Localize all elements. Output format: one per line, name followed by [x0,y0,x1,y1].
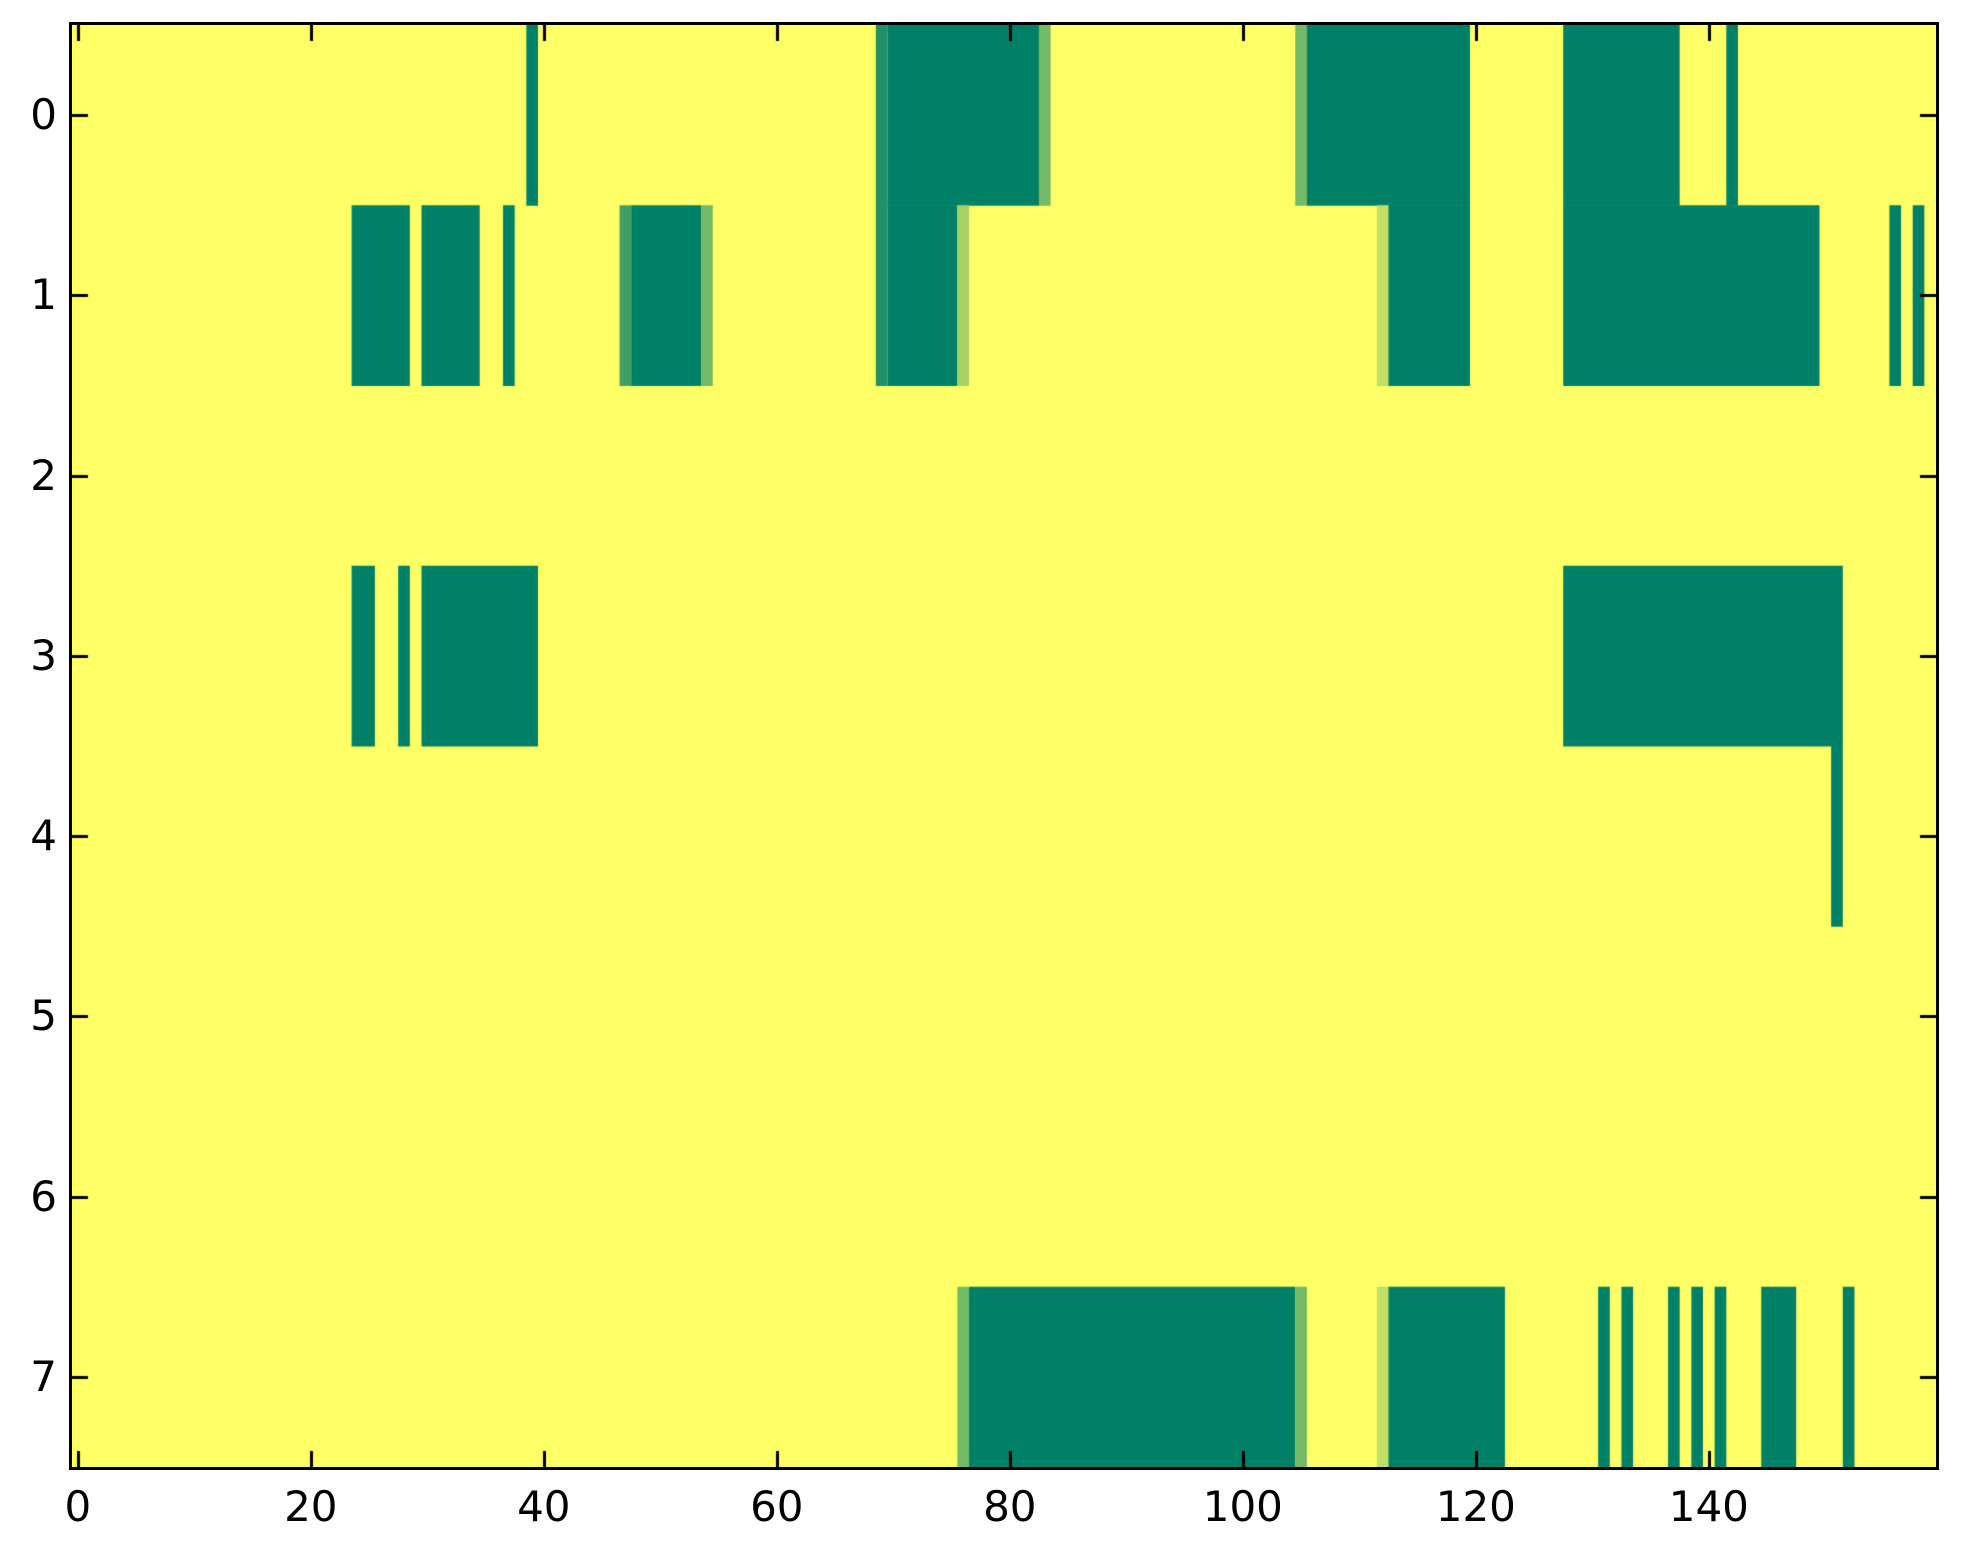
y-tick-label: 3 [30,630,57,680]
y-tick-label: 7 [30,1351,57,1401]
x-tick-label: 100 [1202,1482,1283,1531]
plot-frame [69,22,1939,1470]
x-tick-label: 40 [517,1482,571,1531]
y-tick-label: 6 [30,1171,57,1221]
x-tick-label: 20 [284,1482,338,1531]
x-tick-label: 60 [750,1482,804,1531]
y-tick-label: 4 [30,811,57,861]
y-tick-label: 0 [30,90,57,140]
y-tick-label: 5 [30,991,57,1041]
y-tick-label: 1 [30,270,57,320]
x-tick-label: 0 [64,1482,92,1531]
x-tick-label: 120 [1435,1482,1516,1531]
heatmap-canvas [72,25,1936,1467]
x-tick-label: 140 [1668,1482,1749,1531]
x-tick-label: 80 [983,1482,1037,1531]
y-tick-label: 2 [30,450,57,500]
